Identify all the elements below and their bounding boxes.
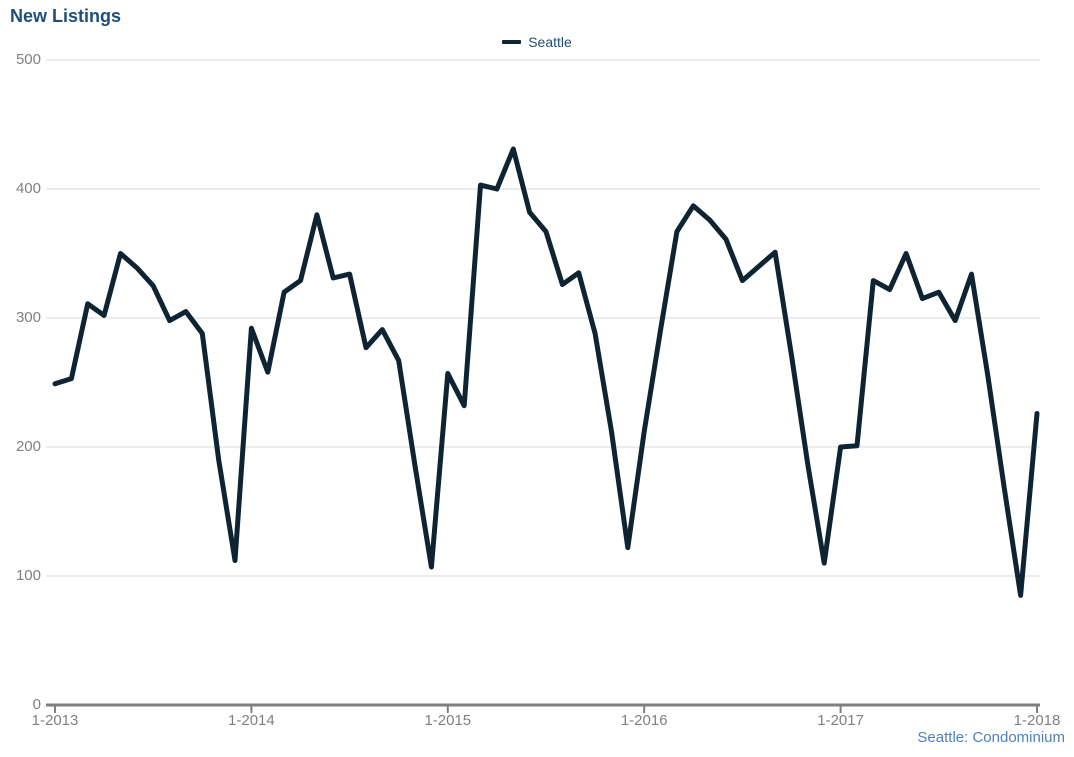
legend-line-swatch	[502, 40, 522, 44]
x-axis-label-1-2018: 1-2018	[1013, 712, 1061, 729]
legend: Seattle	[0, 34, 1074, 50]
y-axis-label-400: 400	[15, 180, 41, 197]
chart-title: New Listings	[10, 6, 122, 26]
chart-footer: Seattle: Condominium	[917, 729, 1065, 746]
y-axis-label-300: 300	[15, 309, 41, 326]
y-axis-label-100: 100	[15, 567, 41, 584]
y-axis-label-500: 500	[15, 51, 41, 68]
legend-label: Seattle	[528, 34, 572, 50]
x-axis-label-1-2013: 1-2013	[31, 712, 79, 729]
y-axis-label-0: 0	[32, 696, 41, 713]
series-line-seattle	[52, 146, 1040, 598]
x-axis-label-1-2016: 1-2016	[620, 712, 668, 729]
x-axis-label-1-2015: 1-2015	[424, 712, 472, 729]
x-axis-label-1-2017: 1-2017	[817, 712, 864, 729]
x-axis-label-1-2014: 1-2014	[228, 712, 275, 729]
y-axis-label-200: 200	[15, 438, 41, 455]
